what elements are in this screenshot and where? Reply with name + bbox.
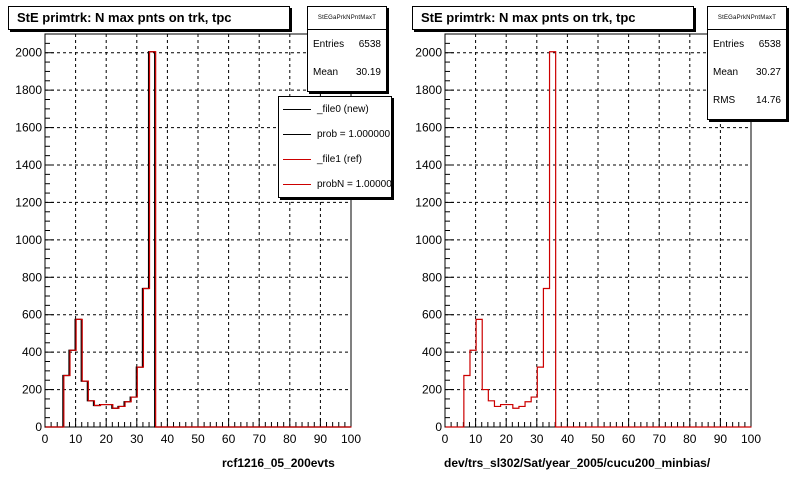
left-x-tick-label: 80: [283, 432, 297, 446]
right-x-tick-label: 100: [741, 432, 761, 446]
left-stats-box: StEGaPrkNPntMaxT Entries 6538 Mean 30.19: [307, 6, 387, 92]
left-y-tick-label: 1800: [15, 83, 42, 97]
left-x-tick-label: 50: [191, 432, 205, 446]
right-stats-mean-value: 30.27: [755, 66, 781, 78]
legend-line-prob: [283, 134, 311, 135]
left-y-tick-label: 1200: [15, 195, 42, 209]
right-stats-entries-label: Entries: [713, 38, 745, 50]
left-x-tick-label: 0: [42, 432, 49, 446]
left-stats-name: StEGaPrkNPntMaxT: [308, 7, 386, 30]
left-chart-title: StE primtrk: N max pnts on trk, tpc: [8, 6, 290, 30]
left-y-tick-label: 0: [35, 420, 42, 434]
right-x-tick-label: 0: [442, 432, 449, 446]
right-plot: 0 10 20 30 40 50 60 70 80 90 100020040060080010001…: [415, 33, 761, 446]
right-x-tick-label: 40: [561, 432, 575, 446]
right-plot-frame: [444, 33, 752, 428]
right-y-tick-label: 400: [422, 345, 442, 359]
right-y-tick-label: 1400: [415, 158, 442, 172]
right-stats-mean-label: Mean: [713, 66, 739, 78]
right-y-tick-label: 800: [422, 270, 442, 284]
right-x-tick-label: 20: [500, 432, 514, 446]
right-stats-mean-row: Mean 30.27: [708, 58, 786, 86]
right-x-tick-label: 80: [683, 432, 697, 446]
left-stats-mean-value: 30.19: [355, 66, 381, 78]
left-y-tick-label: 1600: [15, 121, 42, 135]
right-stats-entries-value: 6538: [758, 38, 781, 50]
left-stats-mean-row: Mean 30.19: [308, 58, 386, 86]
left-stats-mean-label: Mean: [313, 66, 339, 78]
left-x-axis-label: rcf1216_05_200evts: [222, 456, 335, 470]
left-histogram-series-b: [45, 51, 352, 428]
right-stats-rms-value: 14.76: [755, 94, 781, 106]
left-legend: _file0 (new) prob = 1.000000 _file1 (ref…: [278, 96, 392, 198]
right-x-tick-label: 50: [591, 432, 605, 446]
left-x-tick-label: 70: [253, 432, 267, 446]
left-plot-frame: [44, 33, 352, 428]
right-y-tick-label: 0: [435, 420, 442, 434]
left-y-tick-label: 600: [22, 308, 42, 322]
legend-entry-file1: _file1 (ref): [279, 147, 391, 172]
left-stats-entries-value: 6538: [358, 38, 381, 50]
legend-entry-prob: prob = 1.000000: [279, 122, 391, 147]
left-y-tick-label: 200: [22, 383, 42, 397]
left-x-tick-label: 40: [161, 432, 175, 446]
right-y-tick-label: 600: [422, 308, 442, 322]
left-y-tick-label: 1000: [15, 233, 42, 247]
right-stats-entries-row: Entries 6538: [708, 30, 786, 58]
legend-entry-file0: _file0 (new): [279, 97, 391, 122]
right-x-tick-label: 60: [622, 432, 636, 446]
legend-label-prob: prob = 1.000000: [317, 129, 391, 140]
legend-entry-probn: probN = 1.000000: [279, 172, 391, 197]
right-stats-rms-row: RMS 14.76: [708, 86, 786, 114]
left-stats-entries-row: Entries 6538: [308, 30, 386, 58]
right-y-tick-label: 200: [422, 383, 442, 397]
legend-label-file1: _file1 (ref): [317, 154, 363, 165]
left-x-tick-label: 30: [130, 432, 144, 446]
left-x-tick-label: 100: [341, 432, 361, 446]
right-x-tick-label: 10: [469, 432, 483, 446]
right-x-tick-label: 90: [714, 432, 728, 446]
legend-label-probn: probN = 1.000000: [317, 179, 392, 190]
right-y-tick-label: 2000: [415, 46, 442, 60]
right-stats-box: StEGaPrkNPntMaxT Entries 6538 Mean 30.27…: [707, 6, 787, 120]
left-x-tick-label: 10: [69, 432, 83, 446]
legend-line-probn: [283, 184, 311, 185]
right-stats-name: StEGaPrkNPntMaxT: [708, 7, 786, 30]
right-stats-rms-label: RMS: [713, 94, 736, 106]
right-x-tick-label: 70: [653, 432, 667, 446]
left-y-tick-label: 2000: [15, 46, 42, 60]
left-x-tick-label: 60: [222, 432, 236, 446]
legend-label-file0: _file0 (new): [317, 104, 369, 115]
right-chart-title: StE primtrk: N max pnts on trk, tpc: [412, 6, 694, 30]
right-x-axis-label: dev/trs_sl302/Sat/year_2005/cucu200_minb…: [444, 456, 711, 470]
right-y-tick-label: 1600: [415, 121, 442, 135]
right-y-tick-label: 1200: [415, 195, 442, 209]
left-y-tick-label: 800: [22, 270, 42, 284]
left-y-tick-label: 1400: [15, 158, 42, 172]
legend-line-file0: [283, 109, 311, 110]
left-x-tick-label: 20: [100, 432, 114, 446]
left-stats-entries-label: Entries: [313, 38, 345, 50]
right-x-tick-label: 30: [530, 432, 544, 446]
right-y-tick-label: 1000: [415, 233, 442, 247]
left-x-tick-label: 90: [314, 432, 328, 446]
right-histogram-series-a: [445, 51, 752, 428]
left-y-tick-label: 400: [22, 345, 42, 359]
right-y-tick-label: 1800: [415, 83, 442, 97]
legend-line-file1: [283, 159, 311, 160]
